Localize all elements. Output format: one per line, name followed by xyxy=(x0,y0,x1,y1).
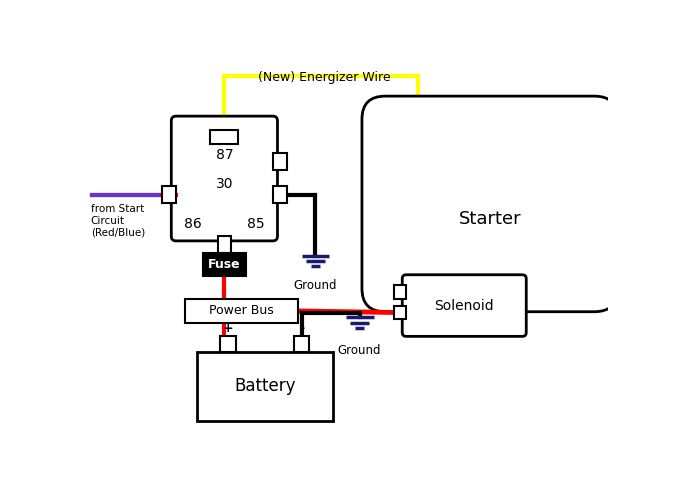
Text: 30: 30 xyxy=(216,177,233,191)
FancyBboxPatch shape xyxy=(171,116,277,241)
FancyBboxPatch shape xyxy=(402,275,526,336)
Bar xyxy=(203,253,245,276)
Bar xyxy=(395,306,406,319)
Bar xyxy=(162,186,176,203)
Bar xyxy=(395,285,406,299)
Bar xyxy=(294,336,309,352)
Bar xyxy=(273,153,287,170)
Text: Starter: Starter xyxy=(458,211,521,228)
Text: -: - xyxy=(299,322,304,335)
Text: Ground: Ground xyxy=(338,344,381,357)
Text: +: + xyxy=(222,322,233,335)
Text: Fuse: Fuse xyxy=(208,258,241,271)
Text: 85: 85 xyxy=(247,217,264,231)
Text: 87: 87 xyxy=(216,147,233,162)
Bar xyxy=(210,130,239,144)
Bar xyxy=(218,236,231,253)
Bar xyxy=(220,336,236,352)
Bar xyxy=(185,299,297,322)
Text: (New) Energizer Wire: (New) Energizer Wire xyxy=(258,70,391,84)
Text: 86: 86 xyxy=(184,217,202,231)
FancyBboxPatch shape xyxy=(362,96,618,312)
Text: Ground: Ground xyxy=(293,279,337,292)
Bar xyxy=(273,186,287,203)
Text: Solenoid: Solenoid xyxy=(435,299,494,313)
Bar xyxy=(197,352,333,421)
Text: from Start
Circuit
(Red/Blue): from Start Circuit (Red/Blue) xyxy=(91,204,145,237)
Text: Battery: Battery xyxy=(234,378,295,395)
Text: Power Bus: Power Bus xyxy=(209,305,274,317)
